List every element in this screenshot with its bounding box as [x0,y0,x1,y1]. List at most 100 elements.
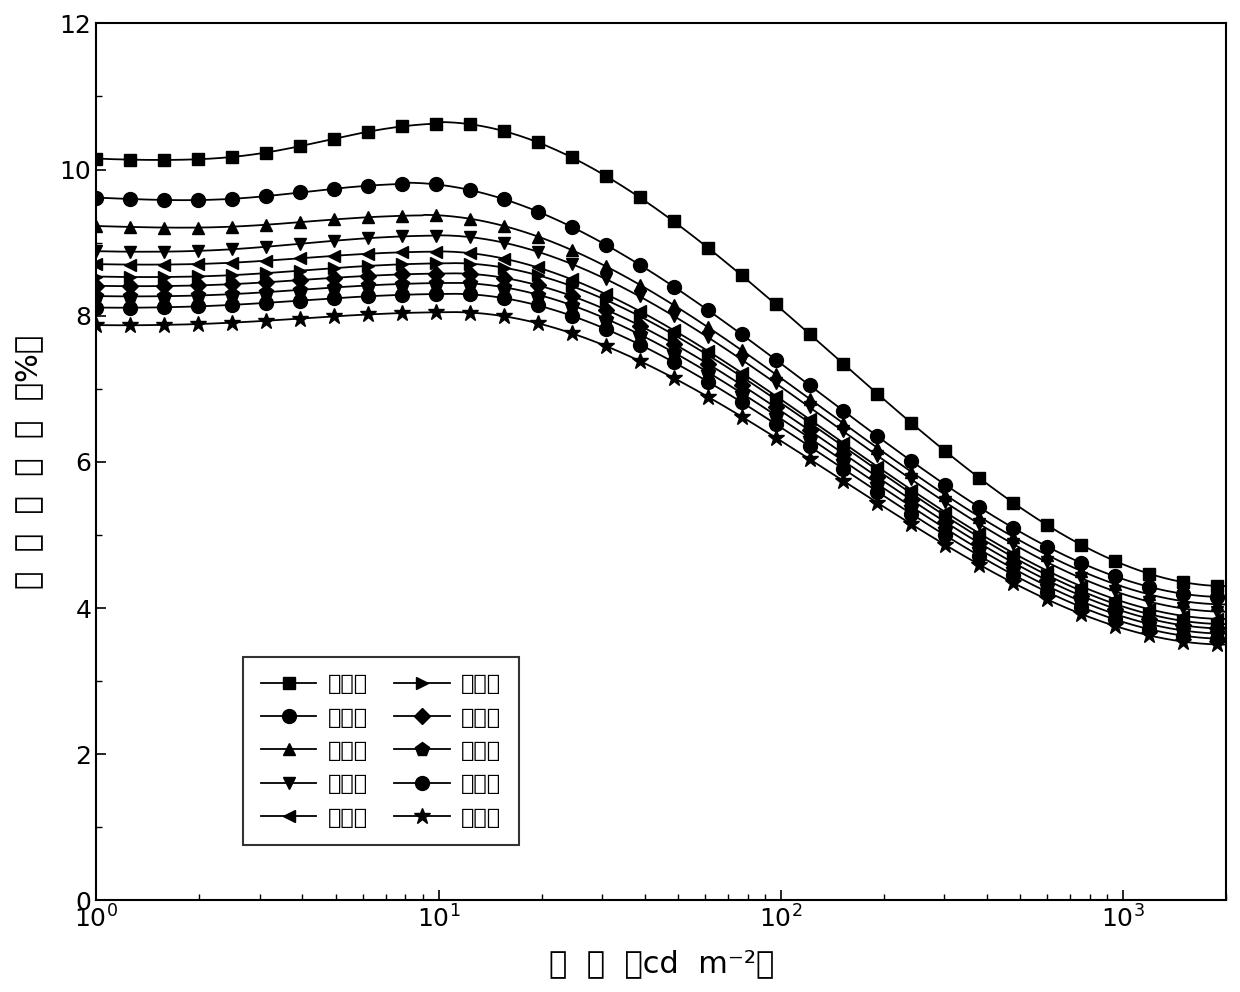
第二次 [1194,590,1209,602]
X-axis label: 亮  度  （cd  m⁻²）: 亮 度 （cd m⁻²） [548,949,774,978]
第一次 [89,153,104,165]
第六次 [764,390,779,402]
第七次 [89,280,104,292]
第十次 [764,429,779,440]
第八次 [89,290,104,302]
第六次 [446,257,461,269]
第九次 [702,377,717,389]
第十次 [89,319,104,331]
Line: 第十次: 第十次 [88,304,1235,653]
第八次 [627,326,642,338]
第二次 [1219,591,1234,603]
第二次 [627,256,642,268]
第二次 [1017,529,1032,541]
第六次 [702,350,717,362]
第九次 [1017,574,1032,586]
第四次 [1017,545,1032,557]
第八次 [1194,627,1209,639]
第六次 [635,311,650,323]
第十次 [627,353,642,365]
第一次 [702,243,717,255]
第七次 [1017,562,1032,574]
第十次 [702,392,717,404]
第一次 [1017,505,1032,517]
第七次 [764,399,779,411]
第三次 [635,280,650,292]
第十次 [446,307,461,318]
第七次 [635,320,650,332]
第三次 [627,276,642,288]
第十次 [1017,582,1032,594]
Line: 第三次: 第三次 [91,208,1233,611]
第一次 [1219,580,1234,592]
第三次 [1194,597,1209,609]
Line: 第七次: 第七次 [91,268,1231,634]
Line: 第二次: 第二次 [89,176,1233,604]
第七次 [446,268,461,280]
Line: 第四次: 第四次 [91,229,1233,618]
Line: 第六次: 第六次 [91,257,1233,630]
第三次 [1017,538,1032,550]
第七次 [1219,623,1234,635]
第八次 [702,367,717,379]
第二次 [764,350,779,362]
第八次 [1017,568,1032,580]
第一次 [635,193,650,205]
第十次 [1194,638,1209,650]
第七次 [702,359,717,371]
第九次 [89,302,104,313]
第二次 [635,260,650,272]
第二次 [399,177,414,188]
第九次 [446,288,461,300]
Line: 第九次: 第九次 [89,287,1233,646]
第十次 [1219,639,1234,651]
第一次 [627,188,642,200]
Line: 第八次: 第八次 [89,276,1233,641]
第二次 [89,191,104,203]
第六次 [1194,617,1209,629]
Line: 第一次: 第一次 [91,116,1231,591]
第三次 [764,365,779,377]
第六次 [627,308,642,319]
第三次 [89,220,104,232]
第一次 [433,116,448,128]
第五次 [1017,554,1032,565]
第二次 [702,306,717,317]
第六次 [1017,558,1032,569]
第四次 [635,292,650,304]
第七次 [1194,621,1209,633]
第八次 [764,407,779,419]
第五次 [702,346,717,358]
第四次 [1194,605,1209,617]
第三次 [1219,598,1234,610]
第五次 [1219,613,1234,625]
第九次 [1219,633,1234,645]
第五次 [764,387,779,399]
第五次 [627,303,642,314]
第五次 [89,258,104,270]
第九次 [627,336,642,348]
第六次 [89,271,104,283]
第五次 [433,245,448,257]
Line: 第五次: 第五次 [91,245,1233,625]
第八次 [635,329,650,341]
第七次 [627,317,642,329]
第三次 [702,322,717,334]
第十次 [635,356,650,368]
第五次 [635,307,650,318]
第一次 [1194,578,1209,590]
第一次 [764,295,779,307]
第四次 [627,288,642,300]
第六次 [1219,618,1234,630]
第四次 [1219,606,1234,618]
第九次 [635,339,650,351]
Legend: 第一次, 第二次, 第三次, 第四次, 第五次, 第六次, 第七次, 第八次, 第九次, 第十次: 第一次, 第二次, 第三次, 第四次, 第五次, 第六次, 第七次, 第八次, … [243,657,518,845]
第八次 [1219,628,1234,640]
Y-axis label: 外  量  子  数  率  （%）: 外 量 子 数 率 （%） [14,335,43,589]
第五次 [1194,612,1209,624]
第九次 [1194,632,1209,644]
第四次 [764,374,779,386]
第八次 [446,277,461,289]
第四次 [89,245,104,257]
第三次 [417,209,432,221]
